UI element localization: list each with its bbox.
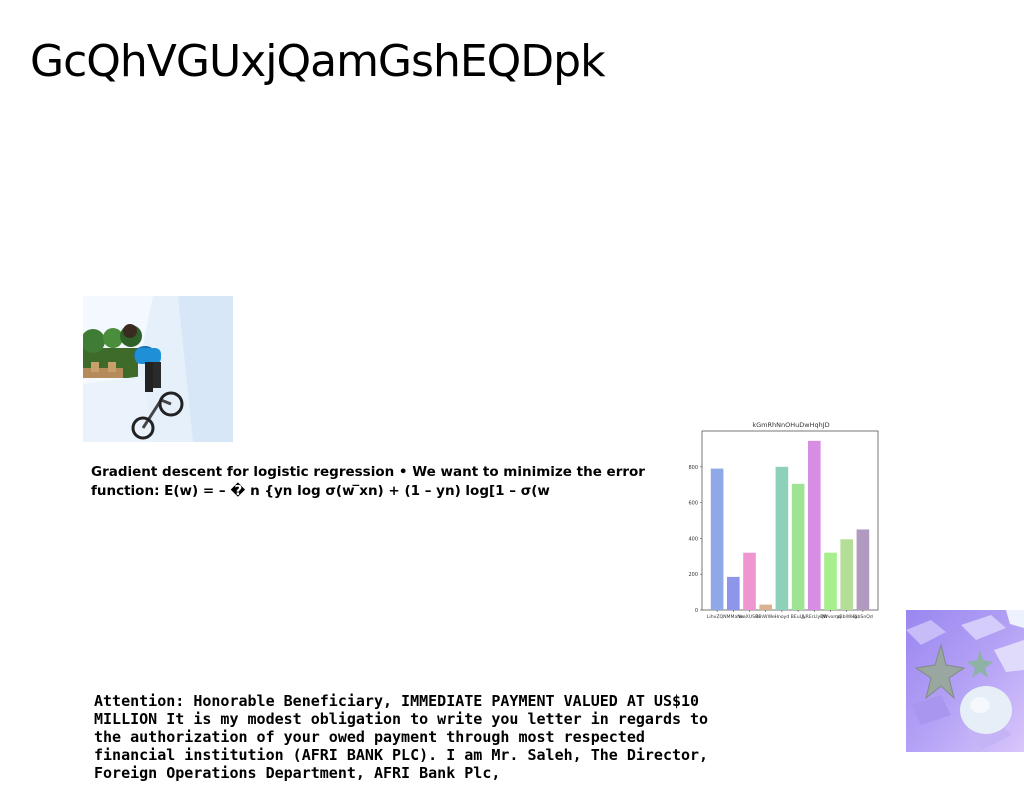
- chart-bar-RibSnQd: [856, 529, 870, 610]
- chart-bar-BEuUL: [791, 483, 805, 610]
- chart-bar-RWvomq: [824, 552, 837, 610]
- payment-letter-text: Attention: Honorable Beneficiary, IMMEDI…: [94, 692, 709, 782]
- bar-chart: kGmRhNnOHuDwHqhJD 0 200 400 600 800 LihvZQNM…: [682, 416, 882, 626]
- chart-plot-area: [701, 430, 879, 611]
- chart-bar-LihvZQN: [710, 468, 724, 610]
- chart-bar-BmWWei: [759, 604, 773, 610]
- chart-title: kGmRhNnOHuDwHqhJD: [752, 421, 829, 429]
- chart-bar-Hnoyd: [775, 466, 789, 610]
- chart-bar-pBblWkg: [840, 539, 854, 610]
- chart-x-tick-label: Hnoyd: [774, 614, 789, 620]
- chart-x-tick-label: YeaXUSBE: [737, 614, 761, 620]
- chart-y-tick-label: 800: [688, 465, 698, 471]
- chart-bars: [710, 440, 870, 610]
- chart-y-tick-label: 200: [688, 572, 698, 578]
- bmx-rider-image: [83, 296, 233, 442]
- stars-abstract-image: [906, 610, 1024, 752]
- page-title: GcQhVGUxjQamGshEQDpk: [30, 36, 606, 87]
- chart-y-tick-label: 600: [688, 501, 698, 507]
- chart-x-tick-label: pBblWkg: [837, 614, 857, 620]
- gradient-descent-text: Gradient descent for logistic regression…: [91, 464, 645, 499]
- chart-y-ticks: 0 200 400 600 800: [688, 465, 702, 614]
- chart-x-tick-label: LihvZQNMMaNo: [707, 614, 744, 620]
- chart-x-tick-label: RibSnQd: [853, 614, 873, 620]
- chart-x-tick-label: BEuUL: [791, 614, 806, 620]
- chart-bar-YeaXUSBE: [743, 552, 756, 610]
- chart-y-tick-label: 400: [688, 536, 698, 542]
- chart-y-tick-label: 0: [695, 608, 698, 614]
- chart-x-tick-label: JyRErLlyQB: [801, 614, 827, 620]
- chart-bar-MMaNo: [726, 576, 740, 610]
- chart-bar-JyRErLlyQB: [807, 440, 821, 610]
- chart-x-tick-label: RWvomq: [820, 614, 841, 620]
- chart-x-tick-label: BmWWei: [755, 614, 776, 620]
